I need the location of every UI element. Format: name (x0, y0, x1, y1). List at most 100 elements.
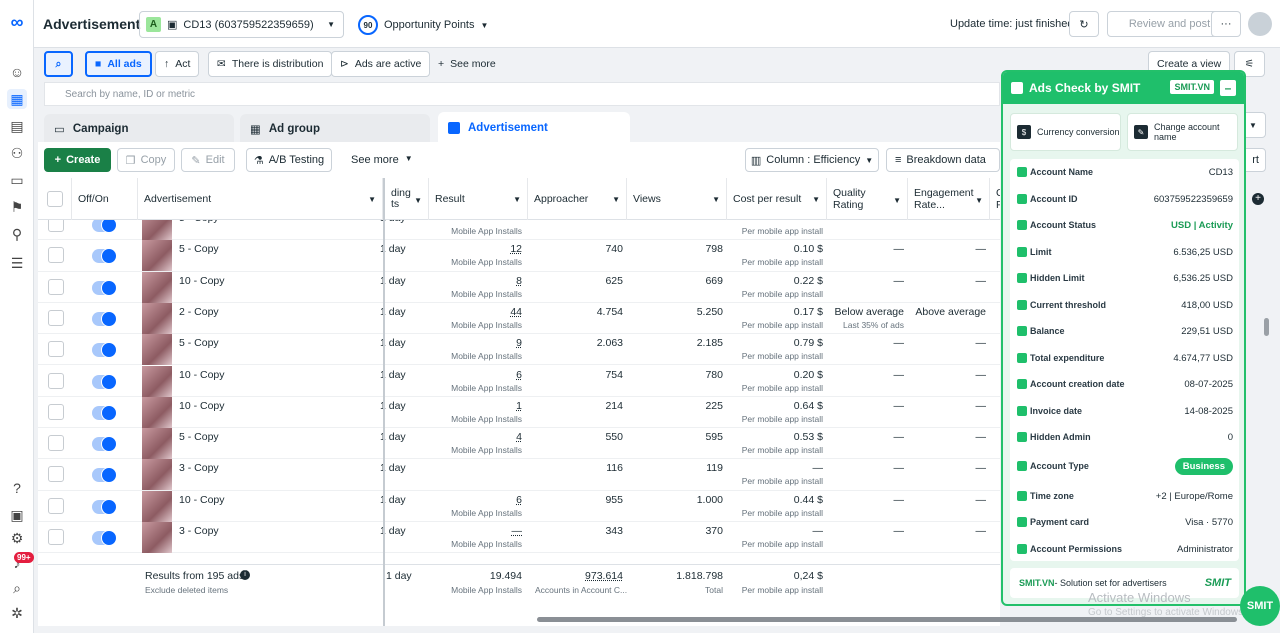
report-icon[interactable]: ▣ (10, 506, 24, 523)
col-approacher[interactable]: Approacher ▼ (528, 178, 627, 220)
table-row[interactable]: 5 - Copy 1 day 4 Mobile App Installs 550 595 0… (38, 428, 1000, 460)
events-icon[interactable]: ⚲ (11, 225, 23, 242)
help-icon[interactable]: ? (13, 480, 21, 496)
row-checkbox[interactable] (48, 529, 64, 545)
table-row[interactable]: 10 - Copy 1 day 6 Mobile App Installs 955 1.0… (38, 490, 1000, 522)
info-icon[interactable]: i (240, 570, 250, 580)
row-toggle[interactable] (92, 279, 117, 296)
create-button[interactable]: + Create (44, 148, 111, 172)
ads-manager-icon[interactable]: ▦ (7, 89, 27, 109)
row-toggle[interactable] (92, 436, 117, 453)
col-engagement[interactable]: Engagement Rate... ▼ (908, 178, 990, 220)
add-column-icon[interactable]: + (1252, 193, 1264, 205)
row-checkbox[interactable] (48, 435, 64, 452)
row-toggle[interactable] (92, 498, 117, 515)
campaign-icon[interactable]: ⚑ (10, 198, 24, 215)
copy-button[interactable]: ❐ Copy (117, 148, 175, 172)
table-row[interactable]: 5 - Copy 1 day 12 Mobile App Installs 740 798… (38, 240, 1000, 272)
ad-name[interactable]: 10 - Copy (179, 368, 225, 381)
row-checkbox[interactable] (48, 247, 64, 264)
row-checkbox[interactable] (48, 403, 64, 420)
row-toggle[interactable] (92, 248, 117, 265)
audiences-icon[interactable]: ⚇ (10, 144, 24, 161)
row-toggle[interactable] (92, 342, 117, 359)
search-toggle[interactable]: ⌕ (44, 51, 73, 77)
edit-button[interactable]: ✎ Edit (181, 148, 235, 172)
more-options-button[interactable]: ··· (1211, 11, 1241, 37)
ab-testing-button[interactable]: ⚗ A/B Testing (246, 148, 332, 172)
minimize-button[interactable]: – (1220, 80, 1236, 96)
notifications-icon[interactable]: ♪ (13, 555, 21, 571)
columns-button[interactable]: ▥ Column : Efficiency ▼ (745, 148, 879, 172)
table-row[interactable]: 10 - Copy 1 day 6 Mobile App Installs 754 780… (38, 365, 1000, 397)
frozen-column-divider[interactable] (383, 178, 385, 626)
meta-logo-icon[interactable]: ∞ (10, 11, 24, 32)
ad-name[interactable]: 2 - Copy (179, 305, 219, 318)
currency-conversion-button[interactable]: $ Currency conversion (1010, 113, 1121, 151)
row-toggle[interactable] (92, 467, 117, 484)
ad-name[interactable]: 5 - Copy (179, 337, 219, 350)
row-toggle[interactable] (92, 404, 117, 421)
horizontal-scrollbar[interactable] (537, 617, 1237, 622)
table-row[interactable]: 10 - Copy 1 day 1 Mobile App Installs 214 225… (38, 396, 1000, 429)
table-row[interactable]: 3 - Copy 1 day — Mobile App Installs 343 370 —… (38, 522, 1000, 554)
settings-icon[interactable]: ⚙ (10, 529, 24, 546)
table-row[interactable]: 10 - Copy 1 day 8 Mobile App Installs 625 669… (38, 271, 1000, 303)
tab-campaign[interactable]: ▭ Campaign (44, 114, 234, 144)
select-all-checkbox[interactable] (47, 191, 63, 207)
search-icon[interactable]: ⌕ (13, 579, 21, 596)
table-row[interactable]: 5 - Copy 1 day 9 Mobile App Installs 2.063 2.… (38, 334, 1000, 366)
active-filter[interactable]: ⊳ Ads are active (331, 51, 431, 77)
ad-name[interactable]: 10 - Copy (179, 399, 225, 412)
change-account-name-button[interactable]: ✎ Change account name (1127, 113, 1238, 151)
refresh-button[interactable]: ↻ (1069, 11, 1099, 37)
row-checkbox[interactable] (48, 466, 64, 483)
avatar[interactable] (1248, 12, 1272, 36)
row-toggle[interactable] (92, 217, 117, 233)
row-checkbox[interactable] (48, 309, 64, 326)
breakdown-button[interactable]: ≡ Breakdown data (886, 148, 1000, 172)
billing-icon[interactable]: ▭ (10, 171, 24, 188)
account-info-label: Account creation date (1030, 379, 1125, 389)
col-quality[interactable]: Quality Rating ▼ (827, 178, 908, 220)
ad-name[interactable]: 5 - Copy (179, 243, 219, 256)
ad-name[interactable]: 5 - Copy (179, 431, 219, 444)
tab-advertisement[interactable]: Advertisement (438, 112, 630, 144)
pages-icon[interactable]: ▤ (10, 117, 24, 134)
row-toggle[interactable] (92, 310, 117, 327)
opportunity-points[interactable]: 90 Opportunity Points ▼ (358, 15, 488, 35)
see-more-filters[interactable]: + See more (430, 51, 504, 77)
row-checkbox[interactable] (48, 341, 64, 358)
search-input[interactable]: Search by name, ID or metric (44, 82, 1000, 106)
smit-fab-button[interactable]: SMIT (1240, 586, 1280, 626)
vertical-scrollbar[interactable] (1264, 318, 1269, 336)
table-row[interactable]: 3 - Copy 1 day 116 119— Per mobile app insta… (38, 459, 1000, 491)
act-filter[interactable]: ↑ Act (155, 51, 200, 77)
table-row[interactable]: 2 - Copy 1 day 44 Mobile App Installs 4.754 5… (38, 302, 1000, 335)
distribution-filter[interactable]: ✉ There is distribution (208, 51, 333, 77)
col-bidding[interactable]: ding ts ▼ (385, 178, 429, 220)
col-onoff[interactable]: Off/On (72, 178, 138, 220)
smit-footer[interactable]: SMIT.VN - Solution set for advertisers S… (1010, 568, 1239, 598)
col-cost-per-result[interactable]: Cost per result ▼ (727, 178, 827, 220)
ad-name[interactable]: 3 - Copy (179, 525, 219, 537)
col-result[interactable]: Result ▼ (429, 178, 528, 220)
col-advertisement[interactable]: Advertisement ▼ (138, 178, 383, 220)
row-toggle[interactable] (92, 530, 117, 546)
ad-name[interactable]: 10 - Copy (179, 274, 225, 287)
bug-icon[interactable]: ✲ (11, 604, 23, 621)
ad-name[interactable]: 3 - Copy (179, 462, 219, 475)
see-more-menu[interactable]: See more ▼ (351, 154, 413, 166)
all-ads-filter[interactable]: ■ All ads (85, 51, 152, 77)
tab-adgroup[interactable]: ▦ Ad group (240, 114, 430, 144)
ad-name[interactable]: 10 - Copy (179, 493, 225, 506)
menu-icon[interactable]: ☰ (10, 254, 24, 271)
row-checkbox[interactable] (48, 372, 64, 389)
row-toggle[interactable] (92, 373, 117, 390)
row-checkbox[interactable] (48, 497, 64, 514)
row-checkbox[interactable] (48, 278, 64, 295)
col-views[interactable]: Views ▼ (627, 178, 727, 220)
dashboard-icon[interactable]: ☺ (9, 64, 25, 80)
account-selector[interactable]: A ▣ CD13 (603759522359659) ▼ (139, 11, 344, 38)
